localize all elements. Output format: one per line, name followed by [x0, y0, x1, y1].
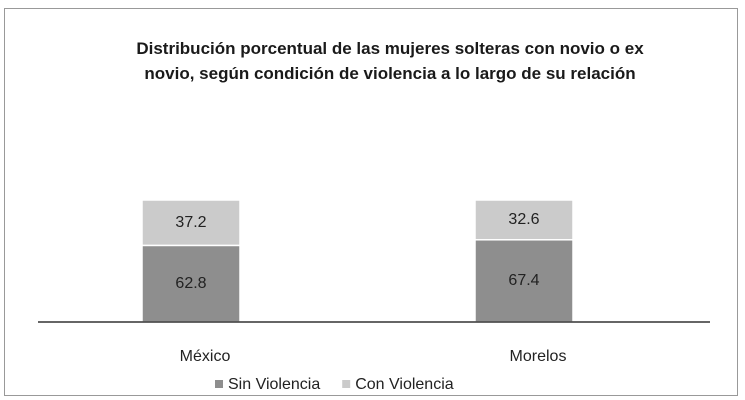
bar-segment	[141, 244, 241, 323]
chart-title: Distribución porcentual de las mujeres s…	[136, 39, 644, 83]
data-label: 32.6	[508, 211, 539, 228]
data-label: 67.4	[508, 272, 539, 289]
chart-frame	[4, 8, 738, 396]
data-label: 62.8	[175, 275, 206, 292]
legend-swatch	[215, 380, 223, 388]
data-label: 37.2	[175, 214, 206, 231]
x-tick-label: Morelos	[510, 348, 567, 365]
bar-segment	[141, 199, 241, 247]
x-tick-label: México	[180, 348, 231, 365]
legend-swatch	[342, 380, 351, 388]
legend-label: Sin Violencia	[228, 376, 320, 393]
legend-label: Con Violencia	[355, 376, 454, 393]
bar-segment	[474, 199, 574, 241]
